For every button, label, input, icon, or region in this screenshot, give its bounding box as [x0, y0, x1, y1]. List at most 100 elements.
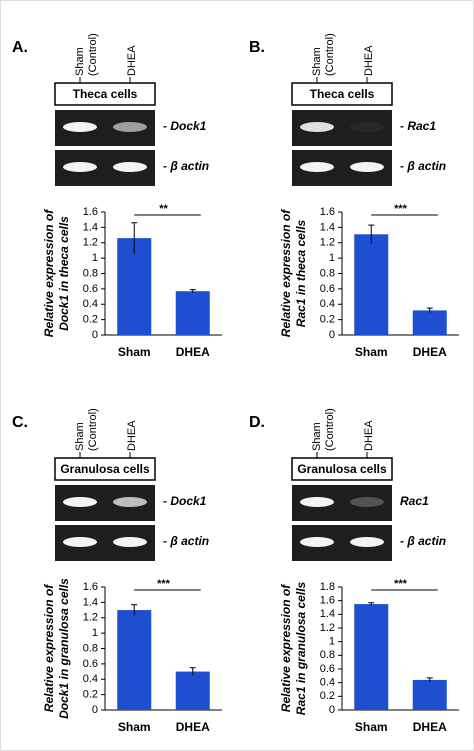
- gel-band: [63, 497, 97, 507]
- bar: [354, 234, 389, 335]
- gel-band: [350, 537, 384, 547]
- y-tick-label: 1.8: [320, 581, 335, 593]
- gel-band: [63, 122, 97, 132]
- y-tick-label: 0.8: [320, 267, 335, 279]
- lane-label: DHEA: [363, 420, 375, 451]
- y-axis-label: Dock1 in theca cells: [57, 216, 71, 331]
- y-tick-label: 0.4: [83, 298, 98, 310]
- gel-title-box: [291, 457, 393, 481]
- y-tick-label: 1.4: [83, 221, 98, 233]
- y-axis-label: Dock1 in granulosa cells: [57, 578, 71, 719]
- gel-title-box: [54, 82, 156, 106]
- y-tick-label: 0.4: [83, 673, 98, 685]
- error-bar: [368, 602, 375, 606]
- gel-band: [300, 122, 334, 132]
- y-tick-label: 1.6: [320, 206, 335, 218]
- lane-label: (Control): [324, 408, 336, 451]
- gel-label: - β actin: [400, 534, 446, 548]
- y-tick-label: 1.4: [320, 221, 335, 233]
- x-tick-label: Sham: [355, 720, 388, 734]
- y-tick-label: 0.6: [83, 283, 98, 295]
- y-tick-label: 0.2: [83, 689, 98, 701]
- y-tick-label: 0.6: [320, 663, 335, 675]
- gel-label: - β actin: [400, 159, 446, 173]
- bar: [354, 604, 389, 710]
- y-tick-label: 1.2: [83, 237, 98, 249]
- gel-band: [300, 497, 334, 507]
- lane-label: (Control): [324, 33, 336, 76]
- gel-label: - Dock1: [163, 119, 207, 133]
- gel-band: [113, 162, 147, 172]
- y-tick-label: 1.4: [320, 608, 335, 620]
- x-tick-label: DHEA: [413, 720, 447, 734]
- x-tick-label: DHEA: [176, 720, 210, 734]
- lane-label: DHEA: [363, 45, 375, 76]
- error-bar: [368, 224, 375, 244]
- significance: ***: [394, 578, 408, 590]
- y-tick-label: 1.4: [83, 596, 98, 608]
- lane-label: Sham: [311, 422, 323, 451]
- bar: [412, 310, 447, 335]
- x-tick-label: Sham: [118, 345, 151, 359]
- bar: [412, 679, 447, 710]
- y-tick-label: 0.2: [83, 314, 98, 326]
- y-tick-label: 1: [329, 252, 335, 264]
- gel-band: [350, 497, 384, 507]
- x-tick-label: Sham: [118, 720, 151, 734]
- error-bar: [189, 289, 196, 293]
- gel-title: Granulosa cells: [297, 462, 387, 476]
- y-tick-label: 1: [329, 636, 335, 648]
- lane-label: Sham: [74, 422, 86, 451]
- error-bar: [426, 677, 433, 682]
- y-tick-label: 0.8: [83, 267, 98, 279]
- error-bar: [131, 604, 138, 616]
- gel-label: - β actin: [163, 534, 209, 548]
- gel-label: - Dock1: [163, 494, 207, 508]
- y-tick-label: 1.6: [83, 581, 98, 593]
- gel-band: [300, 537, 334, 547]
- y-axis-label: Rac1 in theca cells: [294, 219, 308, 327]
- y-tick-label: 0.8: [83, 642, 98, 654]
- y-tick-label: 1.2: [320, 237, 335, 249]
- gel-band: [63, 162, 97, 172]
- significance: ***: [157, 578, 171, 590]
- y-tick-label: 0.6: [83, 658, 98, 670]
- y-tick-label: 0: [92, 329, 98, 341]
- y-tick-label: 0: [92, 704, 98, 716]
- y-tick-label: 0.8: [320, 649, 335, 661]
- error-bar: [131, 222, 138, 254]
- panel: B. Sham (Control) DHEA Theca cells - Rac1 - β …: [249, 33, 459, 359]
- y-tick-label: 1: [92, 252, 98, 264]
- gel-title: Granulosa cells: [60, 462, 150, 476]
- gel-title: Theca cells: [310, 87, 375, 101]
- x-tick-label: DHEA: [413, 345, 447, 359]
- y-axis-label: Relative expression of: [279, 209, 293, 337]
- gel-label: Rac1: [400, 494, 429, 508]
- y-axis-label: Relative expression of: [279, 584, 293, 712]
- y-tick-label: 0.4: [320, 298, 335, 310]
- bar: [117, 610, 152, 710]
- panel-label: B.: [249, 39, 265, 56]
- y-tick-label: 1.6: [83, 206, 98, 218]
- panel-label: D.: [249, 414, 265, 431]
- gel-label: - β actin: [163, 159, 209, 173]
- bar: [117, 238, 152, 335]
- x-tick-label: Sham: [355, 345, 388, 359]
- significance: ***: [394, 203, 408, 215]
- bar: [175, 291, 210, 335]
- bar: [175, 671, 210, 710]
- y-tick-label: 1: [92, 627, 98, 639]
- gel-band: [63, 537, 97, 547]
- y-tick-label: 0.2: [320, 314, 335, 326]
- y-tick-label: 0.2: [320, 690, 335, 702]
- gel-label: - Rac1: [400, 119, 436, 133]
- y-axis-label: Relative expression of: [42, 584, 56, 712]
- y-axis-label: Relative expression of: [42, 209, 56, 337]
- gel-band: [300, 162, 334, 172]
- error-bar: [426, 307, 433, 313]
- lane-label: (Control): [87, 33, 99, 76]
- y-tick-label: 0: [329, 329, 335, 341]
- y-tick-label: 0.6: [320, 283, 335, 295]
